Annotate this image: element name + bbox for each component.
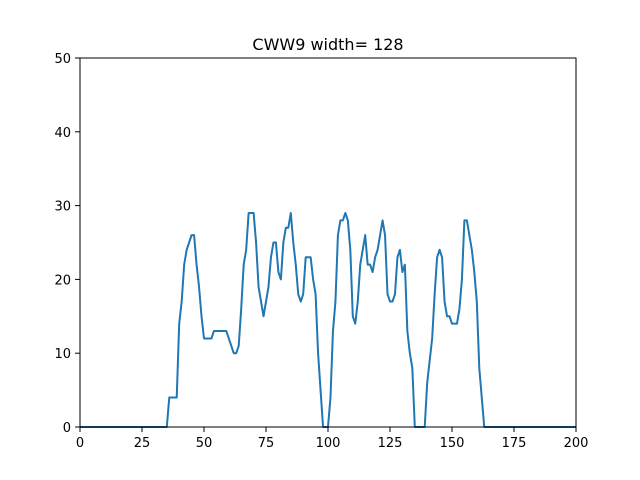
y-tick-label: 20 bbox=[54, 273, 71, 288]
y-tick-label: 40 bbox=[54, 126, 71, 141]
x-tick-label: 75 bbox=[258, 436, 275, 451]
x-tick-label: 125 bbox=[378, 436, 403, 451]
y-axis-ticks: 0 10 20 30 40 50 bbox=[54, 52, 80, 436]
x-tick-label: 100 bbox=[316, 436, 341, 451]
x-tick-label: 50 bbox=[196, 436, 213, 451]
y-tick-label: 0 bbox=[63, 421, 71, 436]
x-tick-label: 25 bbox=[134, 436, 151, 451]
y-tick-label: 50 bbox=[54, 52, 71, 67]
chart-title: CWW9 width= 128 bbox=[252, 35, 403, 54]
x-axis-ticks: 0 25 50 75 100 125 150 175 200 bbox=[76, 427, 589, 451]
y-tick-label: 10 bbox=[54, 347, 71, 362]
axes-frame bbox=[79, 57, 577, 428]
x-tick-label: 150 bbox=[440, 436, 465, 451]
x-tick-label: 200 bbox=[564, 436, 589, 451]
x-tick-label: 175 bbox=[502, 436, 527, 451]
x-tick-label: 0 bbox=[76, 436, 84, 451]
y-tick-label: 30 bbox=[54, 200, 71, 215]
